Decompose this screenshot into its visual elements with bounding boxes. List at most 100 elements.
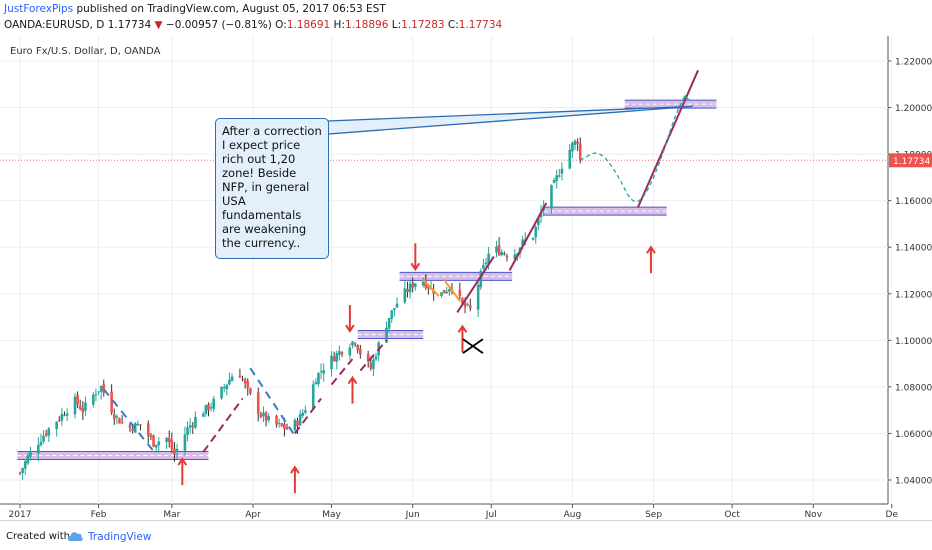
candle-body	[18, 472, 22, 474]
y-tick-label: 1.14000	[895, 244, 932, 254]
candle-body	[29, 451, 32, 457]
candle-body	[330, 355, 333, 370]
ohlc-line: OANDA:EURUSD, D 1.17734 ▼ −0.00957 (−0.8…	[4, 19, 502, 31]
candle-body	[241, 378, 244, 380]
candle-body	[165, 437, 168, 442]
candle-body	[387, 318, 391, 329]
candle-body	[115, 416, 119, 418]
chart-header: JustForexPips published on TradingView.c…	[0, 0, 932, 36]
annotation-callout[interactable]: After a correction I expect price rich o…	[215, 118, 329, 259]
change-arrow-icon: ▼	[154, 19, 163, 31]
candle-body	[167, 437, 171, 443]
price-chart[interactable]: 1.04000 1.06000 1.08000 1.10000 1.12000 1.140…	[0, 36, 932, 520]
open-value: 1.18691	[286, 19, 331, 31]
candle-body	[262, 412, 265, 417]
candle-body	[555, 175, 558, 181]
footer: Created with TradingView	[0, 520, 932, 550]
up-arrow-head	[177, 457, 188, 466]
high-label: H:	[333, 19, 345, 31]
x-tick-label: May	[322, 510, 341, 520]
candle-body	[243, 379, 247, 384]
y-tick-label: 1.04000	[895, 477, 932, 487]
candle-body	[495, 246, 498, 253]
candle-body	[264, 412, 268, 421]
symbol-label: OANDA:EURUSD, D	[4, 19, 105, 31]
candle-body	[280, 423, 284, 426]
publish-line: JustForexPips published on TradingView.c…	[4, 3, 386, 15]
support-resistance-zone	[543, 207, 667, 216]
candle-body	[539, 212, 543, 218]
candle-body	[458, 289, 462, 296]
candle-body	[267, 416, 271, 421]
down-arrow-head	[345, 324, 355, 333]
candle-body	[301, 412, 305, 416]
candle-body	[403, 288, 407, 303]
candle-body	[277, 422, 281, 424]
candle-body	[173, 448, 176, 455]
candle-body	[356, 345, 360, 351]
candle-body	[283, 423, 286, 429]
candle-body	[359, 348, 362, 355]
up-arrow-head	[290, 465, 300, 474]
candle-body	[238, 375, 242, 378]
candle-body	[23, 461, 27, 469]
candle-body	[175, 448, 179, 453]
tradingview-brand-link[interactable]: TradingView	[88, 531, 152, 543]
candle-body	[411, 282, 414, 288]
candle-body	[479, 270, 483, 288]
candle-body	[249, 388, 252, 394]
solid-trend-line	[456, 255, 495, 313]
candle-body	[78, 405, 82, 410]
x-tick-label: 2017	[9, 510, 32, 520]
last-price-label: 1.17734	[893, 157, 930, 167]
candle-body	[395, 303, 399, 308]
high-value: 1.18896	[344, 19, 389, 31]
candle-body	[319, 371, 323, 373]
candle-body	[92, 394, 95, 405]
candle-body	[348, 347, 352, 356]
maroon-dashed-trend-line	[359, 339, 388, 372]
chart-area[interactable]: 1.04000 1.06000 1.08000 1.10000 1.12000 1.140…	[0, 36, 932, 520]
candle-body	[81, 408, 85, 413]
candle-body	[112, 414, 116, 420]
y-tick-label: 1.06000	[895, 430, 932, 440]
candle-body	[461, 298, 464, 304]
candle-body	[338, 351, 341, 355]
candle-body	[44, 433, 48, 435]
candle-body	[259, 414, 263, 417]
candle-body	[293, 419, 297, 430]
change-value: −0.00957 (−0.81%)	[165, 19, 272, 31]
maroon-dashed-trend-line	[330, 358, 354, 386]
candle-body	[220, 386, 223, 399]
candle-body	[246, 381, 250, 388]
up-arrow-head	[347, 375, 358, 385]
candle-body	[448, 289, 451, 292]
candle-body	[228, 379, 231, 385]
candle-body	[157, 441, 161, 446]
candle-body	[84, 402, 87, 411]
candle-body	[102, 384, 106, 393]
candle-body	[558, 175, 561, 177]
candle-body	[118, 418, 121, 424]
candle-body	[497, 245, 501, 255]
support-resistance-zone	[17, 451, 209, 460]
candle-body	[60, 413, 64, 421]
candle-body	[442, 290, 446, 294]
candle-body	[139, 424, 142, 426]
x-tick-label: Aug	[564, 510, 582, 520]
low-label: L:	[391, 19, 402, 31]
candle-body	[65, 413, 69, 416]
candle-body	[550, 185, 553, 209]
candle-body	[578, 143, 582, 161]
candle-body	[445, 291, 449, 294]
candle-body	[152, 435, 155, 447]
candle-body	[222, 387, 226, 389]
x-mark-icon	[462, 338, 484, 354]
candle-body	[99, 386, 103, 392]
author-link[interactable]: JustForexPips	[4, 3, 74, 15]
x-tick-label: Oct	[724, 510, 740, 520]
solid-trend-line	[508, 202, 548, 271]
candle-body	[275, 415, 278, 425]
candle-body	[406, 289, 409, 292]
published-text: published on TradingView.com, August 05,…	[76, 3, 386, 15]
